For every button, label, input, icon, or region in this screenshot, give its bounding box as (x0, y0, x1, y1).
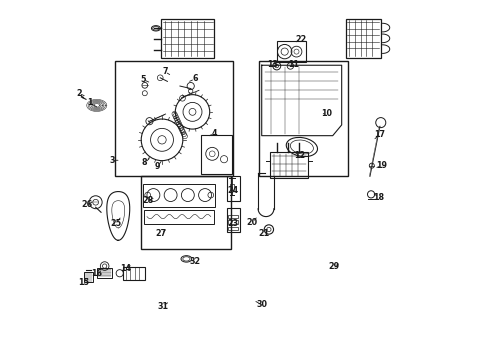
Text: 23: 23 (227, 219, 238, 228)
Text: 6: 6 (192, 75, 197, 84)
Text: 12: 12 (294, 151, 305, 160)
Text: 7: 7 (162, 67, 167, 76)
Bar (143, 184, 215, 207)
Text: 29: 29 (328, 262, 339, 271)
Bar (227, 215, 238, 219)
Bar (276, 41, 305, 62)
Bar (258, 61, 347, 176)
Text: 26: 26 (81, 200, 93, 209)
Bar (227, 220, 238, 224)
Bar (270, 152, 307, 178)
Text: 11: 11 (288, 60, 299, 69)
Text: 2: 2 (76, 89, 81, 98)
Text: 3: 3 (109, 156, 114, 165)
Text: 15: 15 (78, 278, 89, 287)
Text: 16: 16 (91, 269, 102, 278)
Text: 32: 32 (189, 257, 200, 266)
Text: 14: 14 (120, 265, 131, 274)
Text: 25: 25 (110, 219, 122, 228)
Bar (161, 19, 214, 58)
Text: 9: 9 (155, 162, 160, 171)
Bar (97, 268, 112, 278)
Text: 4: 4 (211, 129, 216, 138)
Text: 24: 24 (227, 186, 238, 195)
Text: 5: 5 (141, 75, 146, 84)
Text: 8: 8 (142, 158, 147, 167)
Text: 13: 13 (266, 60, 277, 69)
Text: 18: 18 (373, 193, 384, 202)
Text: 19: 19 (375, 161, 386, 170)
Text: 30: 30 (256, 300, 266, 309)
Bar (140, 176, 230, 249)
Text: 28: 28 (142, 196, 154, 205)
Bar (227, 226, 238, 230)
Text: 21: 21 (258, 229, 269, 238)
Bar (230, 184, 234, 190)
Bar (144, 210, 214, 224)
Text: 31: 31 (157, 302, 168, 311)
Text: 22: 22 (295, 35, 306, 44)
Bar (123, 267, 144, 280)
Bar (201, 135, 232, 174)
Text: 17: 17 (374, 130, 385, 139)
Bar (84, 272, 93, 282)
Bar (226, 208, 240, 232)
Text: 1: 1 (87, 98, 92, 107)
Text: 27: 27 (155, 229, 166, 238)
Bar (345, 19, 380, 58)
Text: 20: 20 (246, 218, 258, 227)
Text: 10: 10 (321, 109, 332, 118)
Bar (115, 61, 233, 176)
Bar (226, 176, 240, 201)
